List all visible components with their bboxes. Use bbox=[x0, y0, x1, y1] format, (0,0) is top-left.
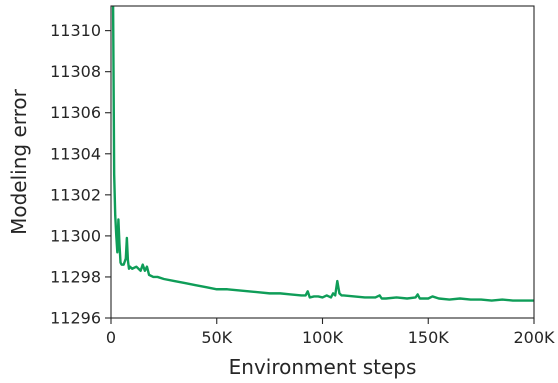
y-tick-label: 11308 bbox=[50, 62, 101, 81]
x-tick-label: 200K bbox=[513, 328, 555, 347]
x-tick-label: 100K bbox=[302, 328, 344, 347]
y-tick-label: 11302 bbox=[50, 185, 101, 204]
y-axis-ticks: 11296 11298 11300 11302 11304 11306 11308 11310 bbox=[50, 21, 111, 328]
x-tick-label: 0 bbox=[106, 328, 116, 347]
x-axis-label: Environment steps bbox=[229, 355, 417, 379]
plot-area bbox=[110, 5, 535, 319]
y-tick-label: 11300 bbox=[50, 226, 101, 245]
y-axis-label: Modeling error bbox=[7, 88, 31, 235]
x-axis-ticks: 0 50K 100K 150K 200K bbox=[106, 318, 555, 347]
y-tick-label: 11304 bbox=[50, 144, 101, 163]
series-line-0 bbox=[111, 6, 534, 302]
y-tick-label: 11298 bbox=[50, 267, 101, 286]
plot-frame bbox=[110, 5, 535, 319]
y-tick-label: 11310 bbox=[50, 21, 101, 40]
y-tick-label: 11296 bbox=[50, 309, 101, 328]
x-tick-label: 150K bbox=[408, 328, 450, 347]
y-tick-label: 11306 bbox=[50, 103, 101, 122]
x-tick-label: 50K bbox=[201, 328, 232, 347]
